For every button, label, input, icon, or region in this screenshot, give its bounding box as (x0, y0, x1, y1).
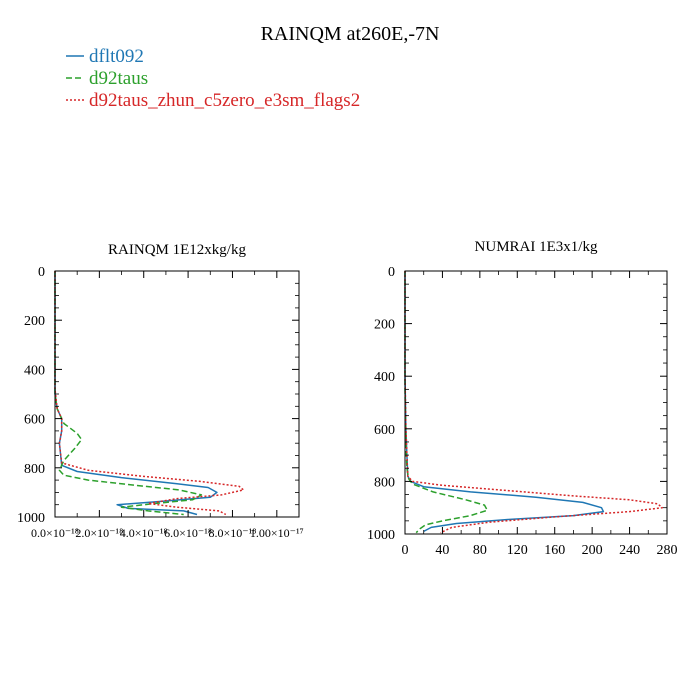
y-tick-label-1-0: 0 (388, 265, 395, 280)
y-tick-label-0-4: 800 (24, 462, 45, 477)
panel-numrai: NUMRAI 1E3x1/kg 0 200 400 600 800 1000 0 40 80 120… (367, 239, 678, 558)
legend: dflt092 d92taus d92taus_zhun_c5zero_e3sm… (66, 46, 360, 111)
y-tick-label-1-2: 400 (374, 370, 395, 385)
series-line-1-2 (404, 271, 664, 534)
x-tick-label-0-1: 2.0×10⁻¹⁸ (75, 526, 123, 540)
series-line-0-2 (54, 271, 245, 516)
legend-entry-d92taus: d92taus (66, 68, 148, 89)
x-tick-label-1-3: 120 (507, 543, 528, 558)
y-tick-label-1-4: 800 (374, 475, 395, 490)
x-tick-label-0-4: 8.0×10⁻¹⁸ (209, 526, 257, 540)
x-tick-label-0-2: 4.0×10⁻¹⁸ (120, 526, 168, 540)
plot-frame-0 (54, 270, 300, 518)
y-tick-label-0-5: 1000 (17, 511, 45, 526)
y-tick-label-0-0: 0 (38, 265, 45, 280)
x-tick-label-1-5: 200 (582, 543, 603, 558)
x-tick-label-1-6: 240 (619, 543, 640, 558)
series-line-0-1 (54, 271, 203, 516)
panel-title-1: NUMRAI 1E3x1/kg (475, 239, 598, 255)
y-tick-label-0-3: 600 (24, 413, 45, 428)
figure-title: RAINQM at260E,-7N (261, 23, 440, 45)
x-tick-label-1-2: 80 (473, 543, 487, 558)
x-tick-label-0-0: 0.0×10⁻¹⁸ (31, 526, 79, 540)
legend-label-d92taus-zhun: d92taus_zhun_c5zero_e3sm_flags2 (89, 90, 360, 111)
x-tick-label-1-4: 160 (544, 543, 565, 558)
y-tick-label-1-3: 600 (374, 423, 395, 438)
y-tick-label-1-5: 1000 (367, 528, 395, 543)
y-tick-label-0-1: 200 (24, 314, 45, 329)
x-tick-label-1-7: 280 (657, 543, 678, 558)
panel-rainqm: RAINQM 1E12xkg/kg 0 200 400 600 800 10000.0×10… (17, 242, 304, 540)
legend-entry-dflt092: dflt092 (66, 46, 144, 67)
x-tick-label-1-0: 0 (402, 543, 409, 558)
x-tick-label-0-3: 6.0×10⁻¹⁸ (164, 526, 212, 540)
series-line-1-1 (404, 271, 489, 534)
y-tick-label-1-1: 200 (374, 318, 395, 333)
x-tick-label-0-5: 1.00×10⁻¹⁷ (250, 526, 304, 540)
legend-entry-d92taus-zhun: d92taus_zhun_c5zero_e3sm_flags2 (66, 90, 360, 111)
y-tick-label-0-2: 400 (24, 363, 45, 378)
legend-label-dflt092: dflt092 (89, 46, 144, 67)
x-tick-label-1-1: 40 (435, 543, 449, 558)
panel-title-0: RAINQM 1E12xkg/kg (108, 242, 246, 258)
legend-label-d92taus: d92taus (89, 68, 148, 89)
